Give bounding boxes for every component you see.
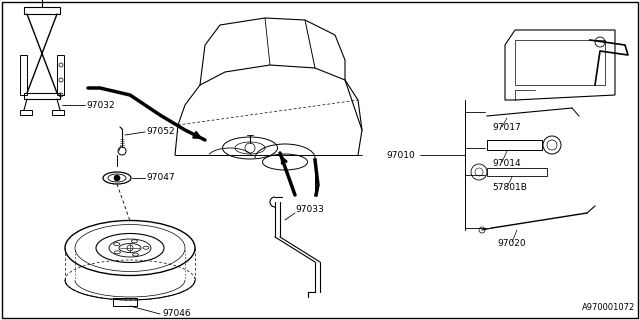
Bar (24, 7, 60, 14)
Text: A970001072: A970001072 (582, 303, 635, 312)
Bar (57, 55, 64, 95)
Text: 97010: 97010 (387, 150, 415, 159)
Text: 97033: 97033 (295, 205, 324, 214)
Text: 97017: 97017 (492, 124, 521, 132)
Text: 97046: 97046 (162, 309, 191, 318)
Bar (487, 168, 547, 176)
Bar (515, 40, 605, 85)
Text: 97014: 97014 (492, 158, 520, 167)
Bar (487, 140, 542, 150)
Bar (20, 55, 27, 95)
Text: 97047: 97047 (146, 173, 175, 182)
Bar (24, 93, 60, 99)
Text: 97020: 97020 (497, 238, 525, 247)
Bar (20, 110, 32, 115)
Text: 97032: 97032 (86, 100, 115, 109)
Circle shape (114, 175, 120, 181)
Text: 97052: 97052 (146, 127, 175, 137)
Bar (52, 110, 64, 115)
Bar (113, 298, 137, 306)
Text: 57801B: 57801B (492, 183, 527, 193)
